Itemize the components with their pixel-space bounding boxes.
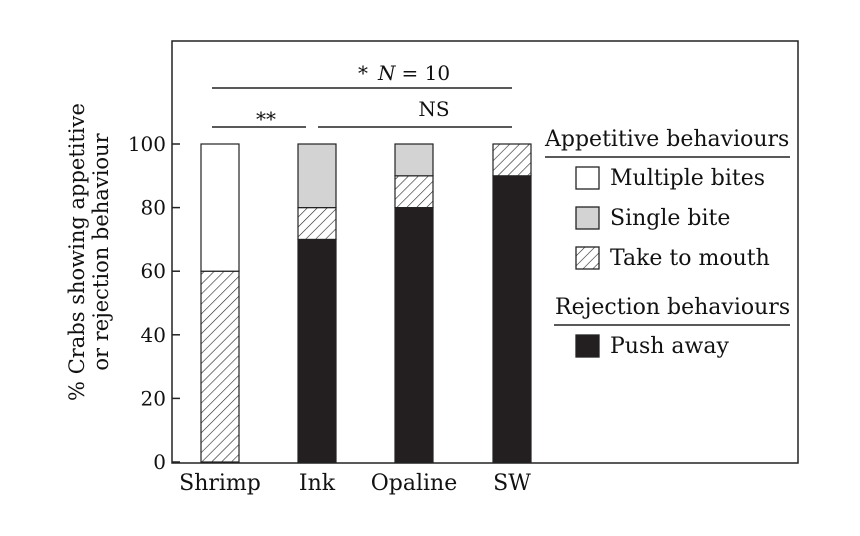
y-axis: 0 20 40 60 80 100 <box>128 132 180 474</box>
y-tick-label: 0 <box>153 450 166 474</box>
x-category-label: Opaline <box>371 471 458 496</box>
plot-frame <box>171 40 799 464</box>
bars <box>200 143 532 463</box>
y-tick-label: 60 <box>141 259 166 283</box>
bar-segment-multiple-bites <box>200 143 240 272</box>
bar-segment-take-to-mouth <box>394 175 434 209</box>
x-axis: Shrimp Ink Opaline SW <box>179 471 531 496</box>
sample-size-symbol: N <box>377 61 397 85</box>
legend-group-heading: Appetitive behaviours <box>544 127 789 152</box>
bar-segment-push-away <box>492 175 532 463</box>
bar-segment-take-to-mouth <box>297 207 337 241</box>
bar-segment-push-away <box>297 238 337 463</box>
y-tick-label: 40 <box>141 323 166 347</box>
legend-item-label: Single bite <box>610 206 730 231</box>
legend-swatch <box>575 334 600 358</box>
legend-group-heading: Rejection behaviours <box>555 295 790 320</box>
group-comparison-label: NS <box>418 97 449 121</box>
legend-swatch <box>575 246 600 270</box>
x-category-label: Ink <box>299 471 336 496</box>
significance-annotations: * N = 10 ** NS <box>212 61 512 131</box>
legend-swatch <box>575 206 600 230</box>
y-tick-label: 20 <box>141 386 166 410</box>
pair-comparison-label: ** <box>256 107 276 131</box>
bar-segment-single-bite <box>297 143 337 209</box>
x-category-label: SW <box>493 471 531 496</box>
bar-segment-single-bite <box>394 143 434 177</box>
legend-item-label: Take to mouth <box>610 246 770 271</box>
y-axis-label-line: or rejection behaviour <box>89 132 113 370</box>
overall-significance-star: * <box>358 61 368 85</box>
sample-size-value: = 10 <box>402 61 451 85</box>
y-axis-label: % Crabs showing appetitiveor rejection b… <box>65 103 113 401</box>
bar-segment-push-away <box>394 207 434 463</box>
bar-segment-take-to-mouth <box>492 143 532 177</box>
legend-item-label: Multiple bites <box>610 166 765 191</box>
y-axis-label-line: % Crabs showing appetitive <box>65 103 89 401</box>
y-tick-label: 100 <box>128 132 166 156</box>
legend: Appetitive behaviours Multiple bites Singl… <box>544 127 790 359</box>
y-tick-label: 80 <box>141 196 166 220</box>
legend-item-label: Push away <box>610 334 729 359</box>
bar-segment-take-to-mouth <box>200 270 240 463</box>
overall-comparison-label: * N = 10 <box>358 61 450 85</box>
x-category-label: Shrimp <box>179 471 261 496</box>
legend-swatch <box>575 166 600 190</box>
